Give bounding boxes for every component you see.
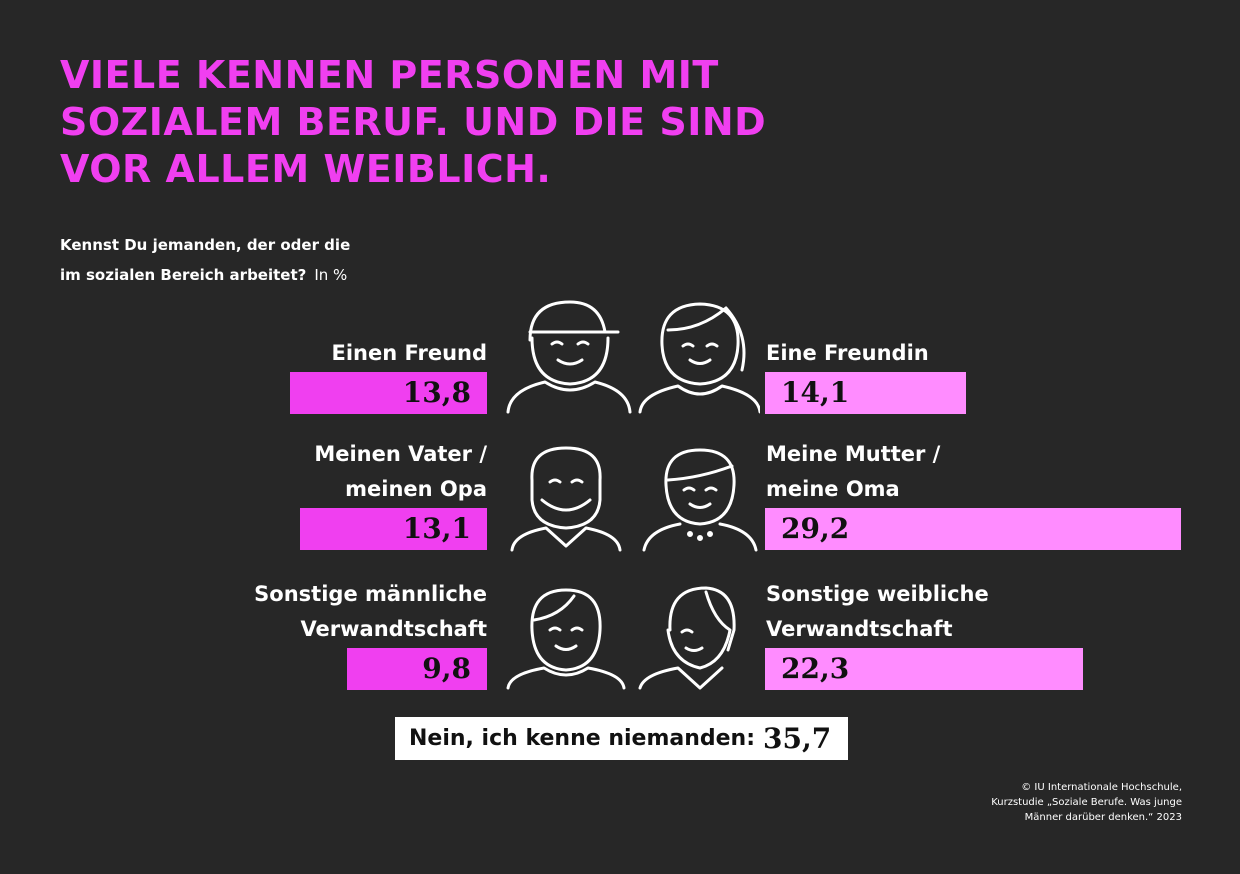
source-line: Kurzstudie „Soziale Berufe. Was junge	[991, 797, 1182, 808]
value-label: 22,3	[781, 652, 850, 685]
bar: 29,2	[765, 508, 1182, 550]
none-label: Nein, ich kenne niemanden:	[409, 726, 756, 751]
unit-label: In %	[314, 266, 348, 284]
icon-mother	[642, 448, 758, 552]
bar: 9,8	[347, 648, 487, 690]
none-value: 35,7	[763, 722, 832, 755]
category-label: Einen Freund	[331, 336, 487, 371]
icon-father	[510, 446, 622, 552]
bar: 13,1	[300, 508, 487, 550]
value-label: 13,8	[402, 376, 471, 409]
bar: 13,8	[290, 372, 487, 414]
category-line: Meinen Vater /	[314, 442, 487, 466]
chart-title: VIELE KENNEN PERSONEN MIT SOZIALEM BERUF.…	[60, 52, 766, 193]
category-label: Eine Freundin	[766, 336, 929, 371]
category-line: Verwandtschaft	[766, 617, 953, 641]
bar: 14,1	[765, 372, 966, 414]
category-label: Sonstige männliche Verwandtschaft	[254, 577, 487, 647]
subtitle-line: im sozialen Bereich arbeitet? In %	[60, 266, 348, 284]
bar: 22,3	[765, 648, 1083, 690]
category-label: Meinen Vater / meinen Opa	[314, 437, 487, 507]
category-line: Sonstige weibliche	[766, 582, 989, 606]
subtitle-line: Kennst Du jemanden, der oder die	[60, 236, 351, 254]
subtitle: Kennst Du jemanden, der oder die im sozia…	[60, 230, 350, 290]
value-label: 29,2	[781, 512, 850, 545]
category-line: Einen Freund	[331, 341, 487, 365]
category-label: Meine Mutter / meine Oma	[766, 437, 940, 507]
category-line: Meine Mutter /	[766, 442, 941, 466]
title-line: SOZIALEM BERUF. UND DIE SIND	[60, 100, 767, 144]
value-label: 13,1	[402, 512, 471, 545]
source: © IU Internationale Hochschule, Kurzstudi…	[991, 780, 1182, 825]
title-line: VIELE KENNEN PERSONEN MIT	[60, 53, 719, 97]
title-line: VOR ALLEM WEIBLICH.	[60, 147, 552, 191]
source-line: © IU Internationale Hochschule,	[1021, 782, 1182, 793]
category-line: meine Oma	[766, 477, 900, 501]
category-line: Verwandtschaft	[300, 617, 487, 641]
icon-friend	[506, 300, 632, 414]
icon-male-relative	[506, 588, 626, 690]
icon-girlfriend	[638, 302, 760, 414]
category-line: Sonstige männliche	[254, 582, 487, 606]
source-line: Männer darüber denken.“ 2023	[1024, 812, 1182, 823]
category-label: Sonstige weibliche Verwandtschaft	[766, 577, 989, 647]
icon-female-relative	[638, 586, 736, 690]
value-label: 14,1	[781, 376, 850, 409]
value-label: 9,8	[422, 652, 471, 685]
category-line: meinen Opa	[345, 477, 487, 501]
none-box: Nein, ich kenne niemanden: 35,7	[395, 717, 848, 760]
category-line: Eine Freundin	[766, 341, 929, 365]
icons	[506, 300, 760, 690]
